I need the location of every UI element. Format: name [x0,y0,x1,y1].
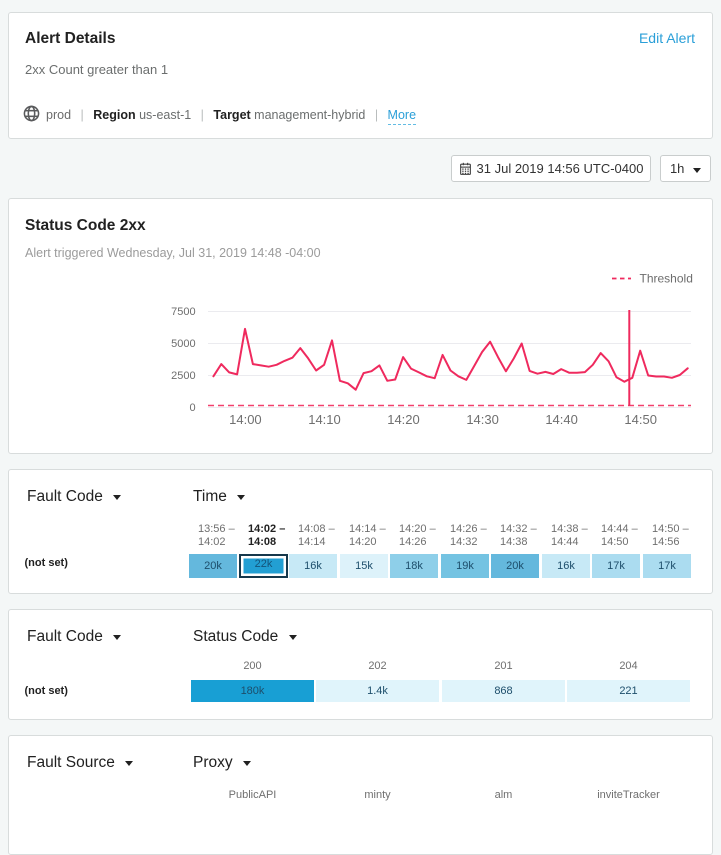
svg-text:14:00: 14:00 [229,412,262,427]
svg-text:5000: 5000 [171,338,195,350]
svg-text:14:30: 14:30 [466,412,499,427]
svg-text:0: 0 [189,402,195,414]
svg-text:7500: 7500 [171,306,195,318]
svg-text:14:50: 14:50 [624,412,657,427]
svg-text:2500: 2500 [171,370,195,382]
svg-text:14:20: 14:20 [387,412,420,427]
svg-text:14:10: 14:10 [308,412,341,427]
svg-text:14:40: 14:40 [545,412,578,427]
svg-text:Threshold: Threshold [640,272,693,286]
